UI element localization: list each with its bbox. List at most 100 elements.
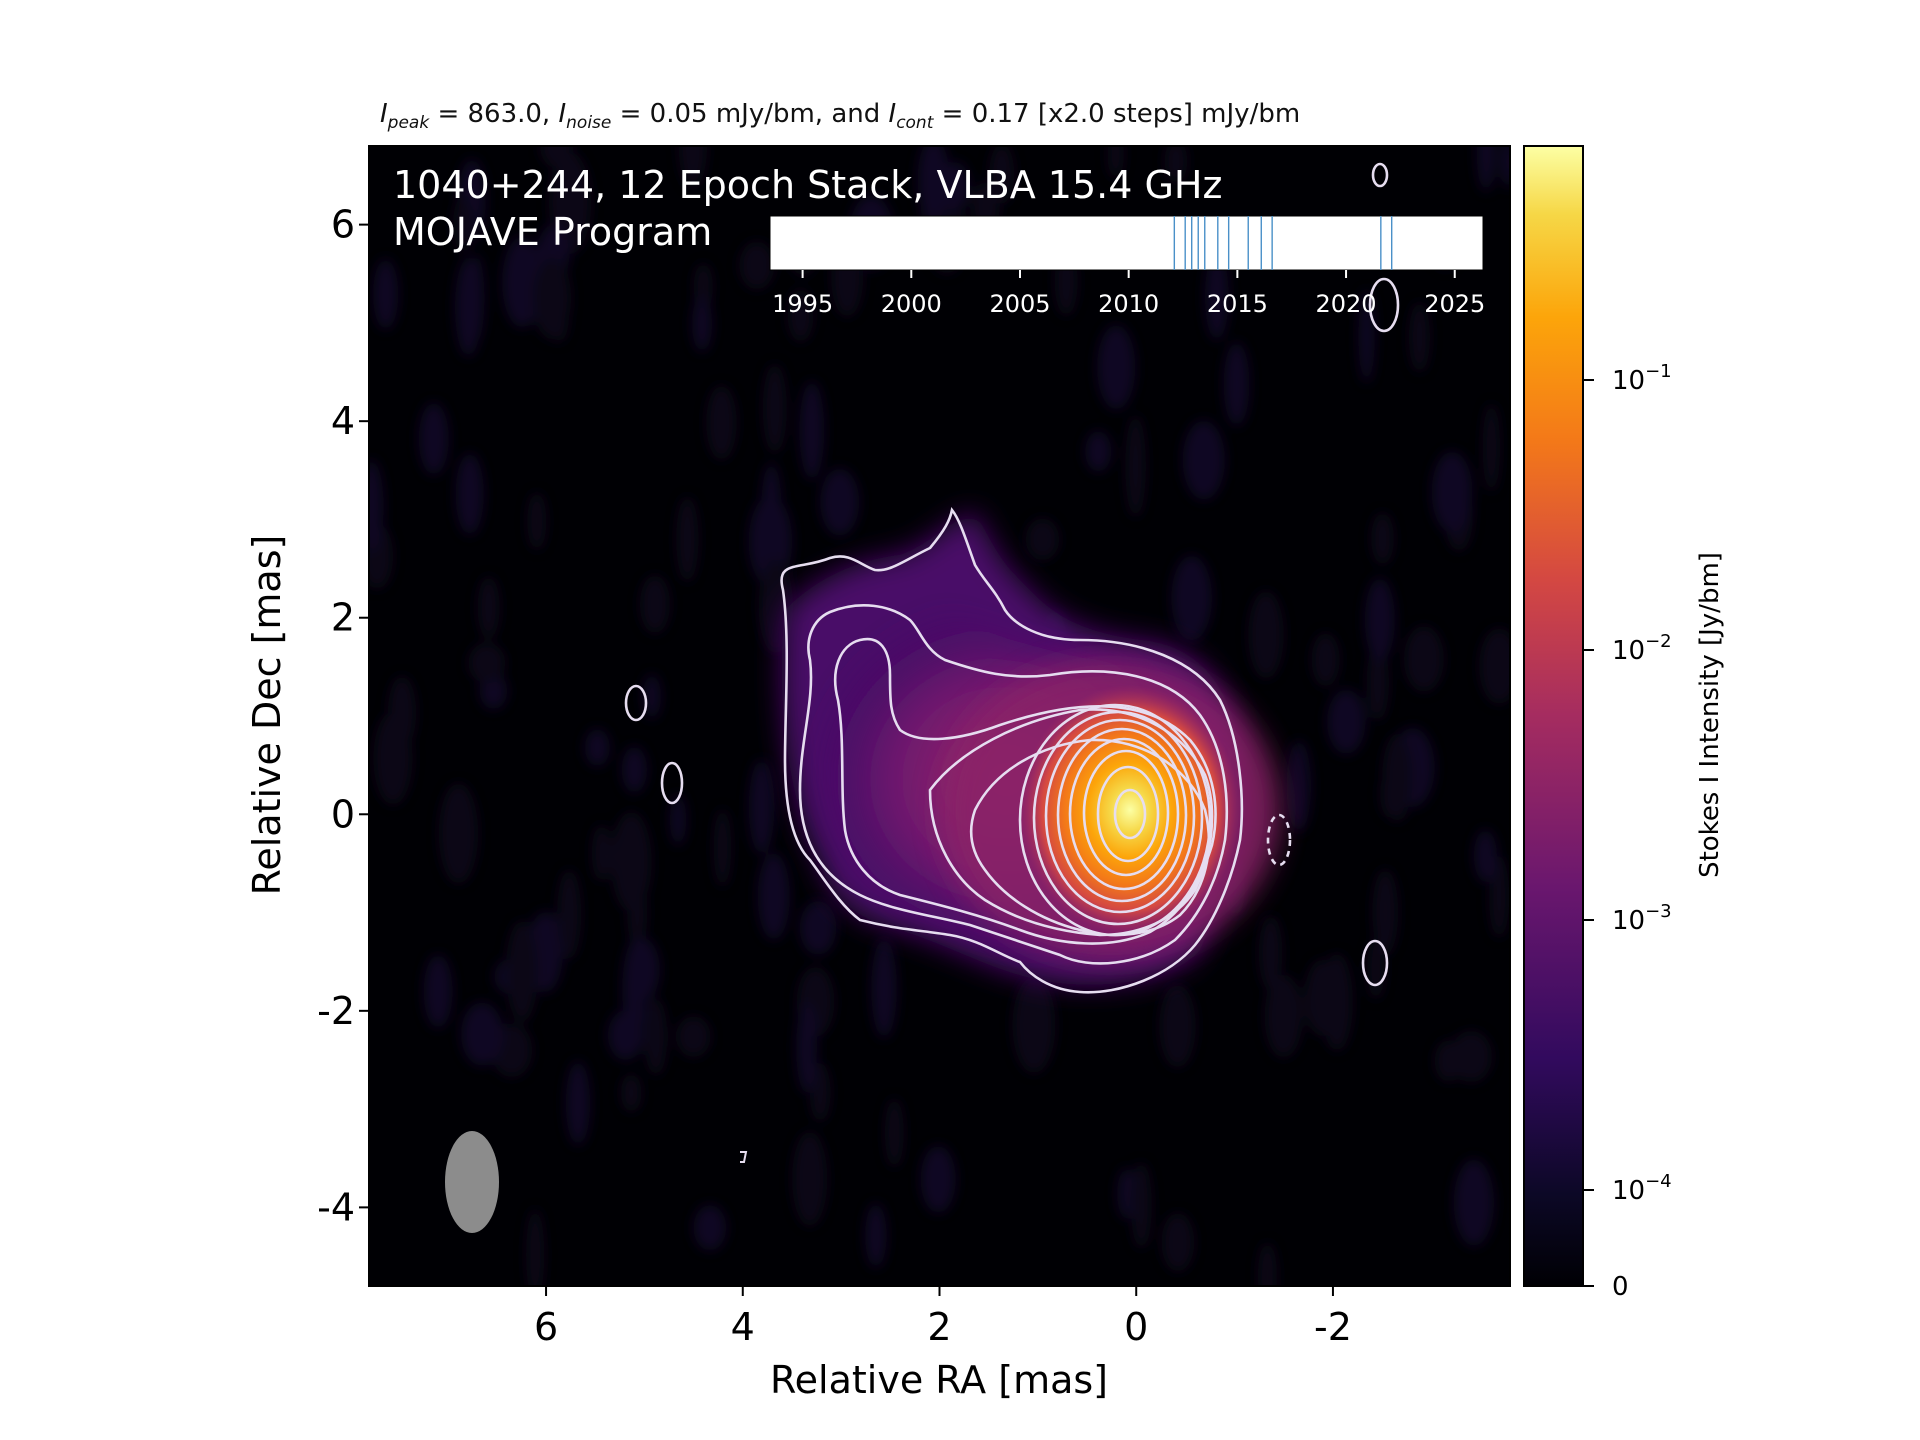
colorbar-tick-label: 10−4 bbox=[1612, 1171, 1672, 1206]
noise-blob bbox=[438, 783, 479, 884]
noise-blob bbox=[584, 728, 610, 767]
noise-blob bbox=[676, 1016, 711, 1058]
noise-blob bbox=[796, 1002, 817, 1093]
colorbar-tick-label: 10−2 bbox=[1612, 631, 1672, 666]
noise-blob bbox=[1431, 451, 1473, 533]
noise-blob bbox=[1171, 555, 1212, 641]
contour-outer bbox=[780, 507, 1244, 994]
contour-11 bbox=[1082, 749, 1170, 877]
noise-blob bbox=[1453, 1159, 1494, 1247]
noise-blob bbox=[1364, 577, 1395, 662]
contour-lines bbox=[624, 162, 1400, 1163]
noise-symbol: I bbox=[558, 99, 567, 129]
cont-symbol: I bbox=[888, 99, 897, 129]
plot-header: Ipeak = 863.0, Inoise = 0.05 mJy/bm, and… bbox=[380, 99, 1460, 133]
noise-blob bbox=[455, 453, 484, 535]
timeline-tick-label: 2000 bbox=[881, 290, 942, 318]
noise-blob bbox=[1258, 914, 1283, 991]
program-title: MOJAVE Program bbox=[393, 210, 712, 254]
y-axis-label: Relative Dec [mas] bbox=[245, 535, 289, 896]
y-tick-label: 4 bbox=[331, 399, 355, 443]
noise-blob bbox=[1264, 974, 1303, 1058]
noise-blob bbox=[1248, 590, 1284, 679]
noise-blob bbox=[1085, 430, 1112, 473]
noise-blob bbox=[1372, 868, 1399, 956]
noise-blob bbox=[565, 1061, 591, 1146]
noise-blob bbox=[1382, 733, 1413, 822]
noise-blob bbox=[1164, 146, 1188, 184]
y-tick-label: -4 bbox=[317, 1185, 355, 1229]
timeline-tick-label: 2015 bbox=[1207, 290, 1268, 318]
cont-subscript: cont bbox=[896, 113, 934, 134]
noise-blob bbox=[620, 1073, 642, 1113]
noise-blob bbox=[1286, 740, 1311, 832]
noise-blob bbox=[1408, 301, 1431, 373]
noise-blob bbox=[1450, 1030, 1493, 1083]
y-tick-label: -2 bbox=[317, 989, 355, 1033]
timeline-tick-label: 1995 bbox=[772, 290, 833, 318]
timeline-tick-label: 2005 bbox=[989, 290, 1050, 318]
noise-blob bbox=[1488, 856, 1510, 939]
noise-value: = 0.05 mJy/bm, and bbox=[611, 99, 889, 129]
peak-value: = 863.0, bbox=[429, 99, 559, 129]
noise-blob bbox=[468, 642, 506, 684]
noise-blob bbox=[418, 402, 449, 475]
contour-7 bbox=[1032, 710, 1204, 926]
noise-blob bbox=[540, 146, 574, 168]
noise-blob bbox=[809, 1062, 831, 1123]
noise-blob bbox=[762, 363, 787, 454]
contour-9 bbox=[1056, 727, 1188, 903]
timeline-tick-label: 2020 bbox=[1316, 290, 1377, 318]
contour-island bbox=[1371, 162, 1389, 188]
noise-blob bbox=[1479, 628, 1510, 705]
noise-blob bbox=[1476, 146, 1496, 192]
y-tick-label: 0 bbox=[331, 792, 355, 836]
noise-blob bbox=[693, 1204, 727, 1251]
noise-blob bbox=[748, 759, 775, 855]
colorbar-tick-label: 0 bbox=[1612, 1272, 1629, 1302]
noise-blob bbox=[461, 1002, 503, 1066]
noise-blob bbox=[1311, 632, 1340, 687]
noise-blob bbox=[884, 1098, 904, 1168]
noise-blob bbox=[423, 954, 453, 1029]
y-tick-label: 6 bbox=[331, 203, 355, 247]
noise-blob bbox=[644, 997, 668, 1076]
noise-blob bbox=[1223, 342, 1250, 426]
noise-blob bbox=[1473, 829, 1497, 882]
contour-island bbox=[1361, 939, 1389, 987]
noise-blob bbox=[799, 381, 825, 480]
noise-blob bbox=[1097, 325, 1136, 410]
contour-8 bbox=[1044, 718, 1196, 914]
noise-blob bbox=[1500, 146, 1510, 188]
noise-blob bbox=[1403, 625, 1445, 692]
contour-6 bbox=[1018, 703, 1212, 937]
noise-blob bbox=[865, 1203, 887, 1268]
cont-value: = 0.17 [x2.0 steps] mJy/bm bbox=[933, 99, 1301, 129]
intensity-map bbox=[369, 146, 1510, 1286]
timeline-box bbox=[769, 215, 1484, 271]
x-axis-label: Relative RA [mas] bbox=[770, 1358, 1108, 1402]
noise-subscript: noise bbox=[566, 113, 612, 134]
colorbar: 10−1 10−2 10−3 10−4 0 Stokes I Intensity [Jy… bbox=[1523, 145, 1725, 1302]
contour-2 bbox=[798, 604, 1229, 965]
noise-blob bbox=[610, 811, 652, 913]
contour-5 bbox=[969, 738, 1211, 937]
beam-ellipse bbox=[445, 1131, 499, 1233]
contour-negative bbox=[1266, 813, 1292, 867]
noise-blob bbox=[1125, 414, 1146, 518]
noise-blob bbox=[387, 675, 417, 750]
x-tick-label: -2 bbox=[1314, 1305, 1352, 1349]
noise-blob bbox=[713, 808, 732, 888]
noise-blob bbox=[369, 459, 384, 553]
contour-island bbox=[660, 761, 684, 805]
y-axis: 6 4 2 0 -2 -4 bbox=[317, 203, 369, 1229]
contour-12 bbox=[1096, 765, 1160, 863]
x-tick-label: 2 bbox=[927, 1305, 951, 1349]
noise-blob bbox=[1205, 252, 1229, 341]
contour-tiny bbox=[740, 1151, 748, 1163]
contour-10 bbox=[1068, 737, 1180, 891]
peak-subscript: peak bbox=[387, 113, 430, 134]
noise-blob bbox=[1159, 984, 1196, 1068]
noise-blob bbox=[670, 793, 687, 846]
